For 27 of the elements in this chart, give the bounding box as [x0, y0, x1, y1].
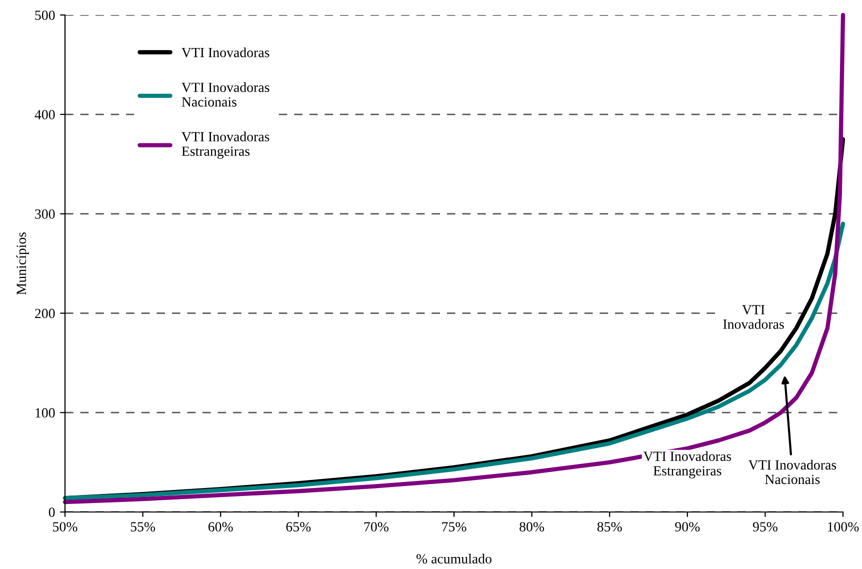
y-tick-label: 100: [36, 408, 55, 418]
x-tick-label: 85%: [597, 522, 622, 532]
y-tick-label: 500: [35, 10, 55, 20]
y-tick-label: 300: [35, 209, 55, 219]
line-series: [62, 12, 846, 504]
x-tick-label: 70%: [364, 522, 388, 532]
y-axis-title: Municípios: [16, 232, 29, 295]
y-tick-label: 200: [35, 308, 55, 318]
x-tick-label: 50%: [53, 522, 78, 532]
x-tick-label: 100%: [828, 522, 859, 532]
legend-label: VTI Inovadoras: [182, 47, 270, 58]
annotation: VTI Inovadoras: [723, 305, 784, 329]
x-tick-label: 95%: [752, 522, 778, 532]
x-tick-label: 55%: [130, 522, 156, 532]
legend-label: VTI Inovadoras Estrangeiras: [182, 132, 270, 159]
x-tick-label: 90%: [675, 522, 700, 532]
line-series: [62, 222, 846, 500]
annotation: VTI Inovadoras Nacionais: [748, 460, 836, 484]
x-tick-label: 75%: [442, 522, 466, 532]
y-tick-label: 0: [48, 508, 55, 517]
x-tick-label: 65%: [286, 522, 311, 532]
x-axis-title: % acumulado: [416, 554, 492, 564]
annotation: VTI Inovadoras Estrangeiras: [643, 451, 732, 478]
x-tick-label: 80%: [520, 522, 544, 532]
legend-label: VTI Inovadoras Nacionais: [182, 82, 270, 107]
y-tick-label: 400: [34, 110, 55, 120]
x-tick-label: 60%: [208, 522, 233, 532]
